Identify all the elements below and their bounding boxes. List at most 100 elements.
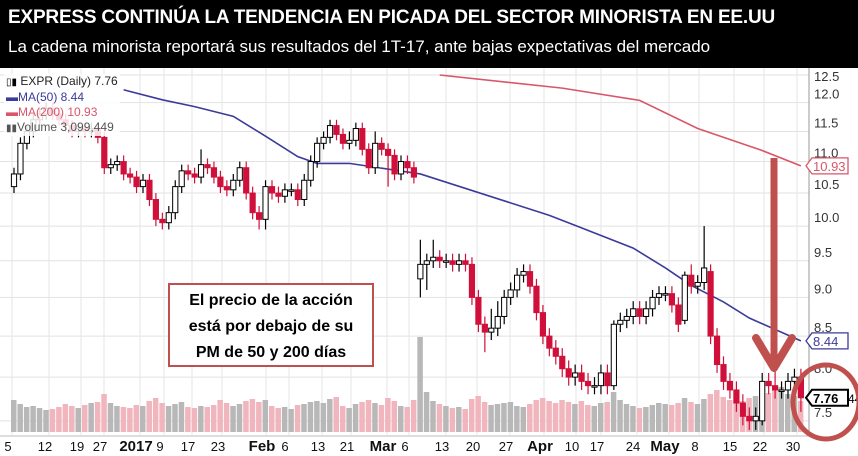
volume-bar <box>140 406 146 432</box>
candle <box>243 167 250 194</box>
candle <box>630 308 637 317</box>
candle <box>217 176 224 188</box>
volume-bar <box>604 402 610 432</box>
volume-bar <box>159 403 165 432</box>
volume-bar <box>585 405 591 432</box>
volume-bar <box>75 408 81 432</box>
volume-bar <box>662 404 668 432</box>
volume-bar <box>191 408 198 432</box>
candle <box>662 293 669 296</box>
candle <box>17 142 24 175</box>
candle <box>591 385 598 388</box>
volume-bar <box>56 407 62 432</box>
legend-symbol: ▯▮ EXPR (Daily) 7.76 <box>6 74 118 90</box>
chart-legend: ▯▮ EXPR (Daily) 7.76 ▬MA(50) 8.44 ▬MA(20… <box>4 74 120 136</box>
volume-bar <box>43 410 49 432</box>
candle <box>713 335 721 366</box>
candle <box>210 167 218 178</box>
candle <box>275 192 282 197</box>
volume-bar <box>714 390 720 432</box>
x-tick-label: 5 <box>4 439 11 454</box>
volume-bar <box>572 404 578 432</box>
candle <box>488 327 495 333</box>
candle <box>784 380 792 391</box>
volume-bar <box>62 404 69 432</box>
candle <box>623 315 630 321</box>
x-tick-label: 17 <box>590 439 604 454</box>
candle <box>249 192 256 214</box>
volume-bar <box>223 403 230 432</box>
x-tick-label: 24 <box>626 439 640 454</box>
volume-bar <box>333 397 339 432</box>
candle <box>307 161 314 181</box>
legend-ma200-label: MA(200) 10.93 <box>18 105 98 119</box>
volume-bar <box>281 407 288 432</box>
volume-bar <box>410 400 417 432</box>
volume-bar <box>778 387 785 432</box>
ma200-line <box>439 74 802 167</box>
volume-bar <box>578 401 585 432</box>
volume-bar <box>146 401 152 432</box>
candle <box>597 372 605 387</box>
x-tick-label: 13 <box>311 439 325 454</box>
y-tick-label: 9.5 <box>814 245 832 260</box>
volume-bar <box>514 406 520 432</box>
volume-bar <box>359 402 365 432</box>
candle <box>436 256 443 262</box>
page-subtitle: La cadena minorista reportará sus result… <box>8 37 711 56</box>
volume-bar <box>481 402 488 432</box>
volume-bar <box>17 404 23 432</box>
candle <box>410 167 417 178</box>
x-tick-label: 23 <box>211 439 225 454</box>
candle <box>455 260 463 265</box>
volume-bar <box>307 402 314 432</box>
x-tick-label: May <box>650 438 680 455</box>
volume-bar <box>533 400 539 432</box>
volume-bar <box>230 406 236 432</box>
volume-bar <box>69 406 75 432</box>
volume-bar <box>559 400 565 432</box>
volume-bar <box>565 402 572 432</box>
callout-line: El precio de la acción <box>189 292 353 309</box>
price-tag-label: 8.44 <box>813 334 838 349</box>
volume-bar <box>404 407 410 432</box>
x-tick-label: 13 <box>435 439 449 454</box>
last-price-suffix: 44 <box>848 392 858 406</box>
ma50-line <box>123 89 802 342</box>
candle <box>365 148 372 169</box>
volume-bar <box>236 404 243 432</box>
line-icon: ▬ <box>6 90 18 104</box>
candle <box>584 380 592 387</box>
candle <box>668 293 675 306</box>
volume-bar <box>791 396 797 432</box>
volume-bar <box>539 398 546 432</box>
x-tick-label: 17 <box>181 439 195 454</box>
candle <box>397 161 405 175</box>
ma200-price-tag: 10.93 <box>805 157 849 175</box>
volume-bar <box>198 406 204 432</box>
y-tick-label: 10.0 <box>814 210 839 225</box>
page-title: EXPRESS CONTINÚA LA TENDENCIA EN PICADA … <box>8 7 776 28</box>
candle <box>326 125 334 138</box>
candle <box>333 125 340 135</box>
volume-bar <box>107 403 114 432</box>
volume-bar <box>772 389 778 432</box>
legend-symbol-label: EXPR (Daily) 7.76 <box>20 74 118 88</box>
candle <box>449 260 456 265</box>
volume-bar <box>707 394 714 432</box>
volume-bar <box>449 408 456 432</box>
x-tick-label: Feb <box>249 438 276 455</box>
volume-bar <box>88 403 94 432</box>
candle <box>165 212 172 224</box>
candle <box>430 256 437 262</box>
volume-bar <box>288 409 294 432</box>
candle <box>746 415 753 422</box>
volume-bar <box>365 400 372 432</box>
volume-bar <box>785 394 791 432</box>
volume-bar <box>591 406 597 432</box>
y-tick-label: 8.0 <box>814 361 832 376</box>
x-tick-label: 2017 <box>119 438 152 455</box>
candle <box>610 323 617 387</box>
candle <box>107 164 114 169</box>
volume-bar <box>507 402 514 432</box>
